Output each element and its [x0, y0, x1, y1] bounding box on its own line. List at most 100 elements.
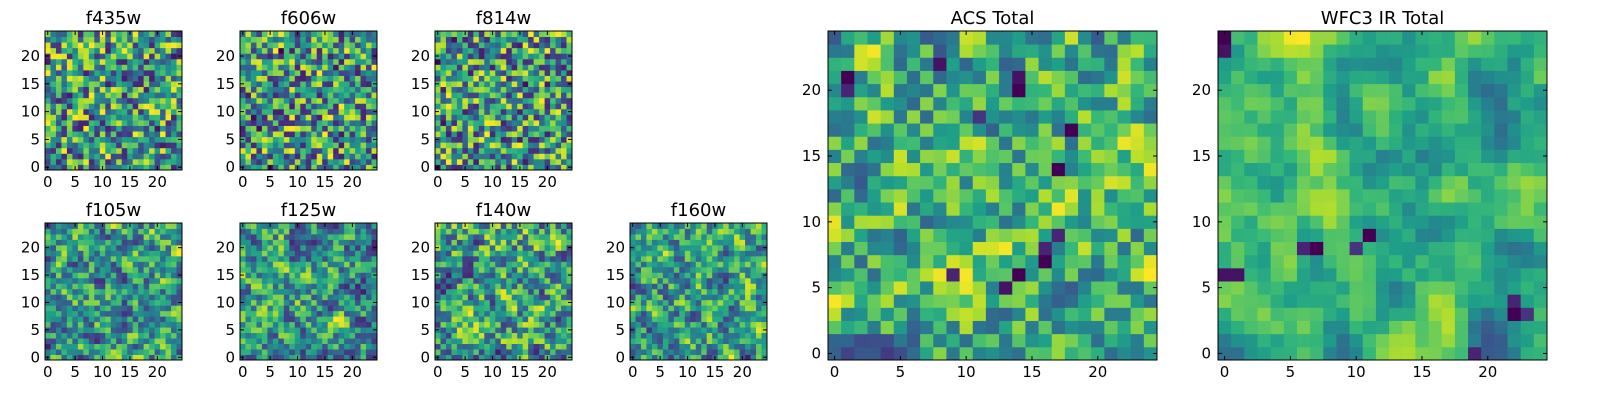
heatmap-cell — [165, 343, 172, 350]
heatmap-cell — [116, 266, 123, 273]
axes-frame — [44, 222, 183, 361]
heatmap-cell — [473, 47, 480, 54]
heatmap-cell — [355, 255, 362, 262]
heatmap-cell — [316, 125, 323, 132]
heatmap-cell — [723, 244, 730, 251]
heatmap-cell — [734, 261, 741, 268]
heatmap-cell — [360, 223, 367, 229]
heatmap-cell — [880, 267, 895, 282]
heatmap-cell — [127, 108, 134, 115]
heatmap-cell — [176, 338, 183, 345]
heatmap-cell — [435, 305, 441, 312]
y-tick-label: 0 — [225, 348, 235, 366]
heatmap-cells — [435, 31, 573, 171]
heatmap-cell — [500, 338, 507, 345]
heatmap-cell — [495, 42, 502, 49]
heatmap-cell — [478, 233, 485, 240]
heatmap-cell — [1117, 294, 1132, 308]
heatmap-cell — [640, 261, 647, 268]
heatmap-cell — [706, 266, 713, 273]
heatmap-cell — [294, 310, 301, 317]
heatmap-cell — [451, 283, 458, 290]
heatmap-cell — [495, 103, 502, 110]
heatmap-cell — [322, 244, 329, 251]
heatmap-cell — [267, 283, 274, 290]
heatmap-cell — [489, 158, 496, 165]
heatmap-cell — [272, 147, 279, 154]
heatmap-cell — [462, 75, 469, 82]
heatmap-cell — [83, 81, 90, 88]
heatmap-cell — [272, 64, 279, 71]
heatmap-cell — [985, 215, 1000, 229]
heatmap-cell — [484, 42, 491, 49]
heatmap-cell — [528, 142, 535, 149]
heatmap-cell — [500, 31, 507, 38]
heatmap-cell — [717, 283, 724, 290]
heatmap-cell — [300, 86, 307, 93]
heatmap-cell — [261, 153, 268, 160]
heatmap-cell — [240, 266, 246, 273]
heatmap-cell — [327, 349, 334, 355]
heatmap-cell — [154, 228, 161, 235]
heatmap-cell — [761, 343, 768, 350]
heatmap-cell — [355, 47, 362, 54]
heatmap-cell — [880, 228, 895, 243]
heatmap-cell — [445, 233, 452, 240]
heatmap-cell — [484, 349, 491, 355]
heatmap-cell — [673, 277, 680, 284]
heatmap-cell — [561, 147, 567, 154]
heatmap-cell — [289, 47, 296, 54]
heatmap-cell — [723, 283, 730, 290]
heatmap-cell — [533, 58, 540, 65]
heatmap-cell — [344, 108, 351, 115]
heatmap-cell — [517, 75, 524, 82]
heatmap-cell — [728, 223, 735, 229]
heatmap-cell — [511, 42, 518, 49]
heatmap-cell — [294, 255, 301, 262]
heatmap-cell — [651, 321, 658, 328]
heatmap-cell — [517, 42, 524, 49]
heatmap-cell — [305, 316, 312, 323]
heatmap-cell — [99, 343, 106, 350]
heatmap-cell — [61, 147, 68, 154]
heatmap-cell — [739, 327, 746, 334]
heatmap-cell — [289, 53, 296, 60]
heatmap-cell — [333, 31, 340, 38]
heatmap-cell — [717, 261, 724, 268]
heatmap-cell — [305, 266, 312, 273]
heatmap-cell — [539, 239, 546, 246]
heatmap-cell — [311, 69, 318, 76]
heatmap-cell — [250, 136, 257, 143]
heatmap-cell — [1104, 228, 1118, 243]
heatmap-cell — [121, 108, 128, 115]
heatmap-cell — [484, 142, 491, 149]
heatmap-cell — [533, 64, 540, 71]
heatmap-cell — [739, 250, 746, 257]
heatmap-cell — [132, 310, 139, 317]
heatmap-cell — [61, 228, 68, 235]
heatmap-cell — [690, 332, 697, 339]
heatmap-cell — [500, 321, 507, 328]
heatmap-cell — [566, 349, 573, 355]
heatmap-cell — [55, 153, 62, 160]
heatmap-cell — [880, 188, 895, 203]
heatmap-cell — [550, 288, 557, 295]
heatmap-cell — [267, 136, 274, 143]
heatmap-cell — [88, 125, 95, 132]
heatmap-cell — [110, 58, 117, 65]
heatmap-cell — [267, 332, 274, 339]
heatmap-cell — [176, 294, 183, 301]
heatmap-cell — [278, 255, 285, 262]
heatmap-cell — [1117, 162, 1132, 177]
heatmap-cell — [55, 250, 62, 257]
heatmap-cell — [561, 327, 567, 334]
heatmap-cell — [999, 241, 1013, 256]
heatmap-cell — [283, 153, 290, 160]
heatmap-cell — [138, 81, 145, 88]
heatmap-cell — [651, 349, 658, 355]
heatmap-cell — [500, 250, 507, 257]
heatmap-cell — [440, 164, 447, 171]
heatmap-cell — [712, 261, 719, 268]
heatmap-cell — [371, 103, 378, 110]
heatmap-cell — [440, 136, 447, 143]
